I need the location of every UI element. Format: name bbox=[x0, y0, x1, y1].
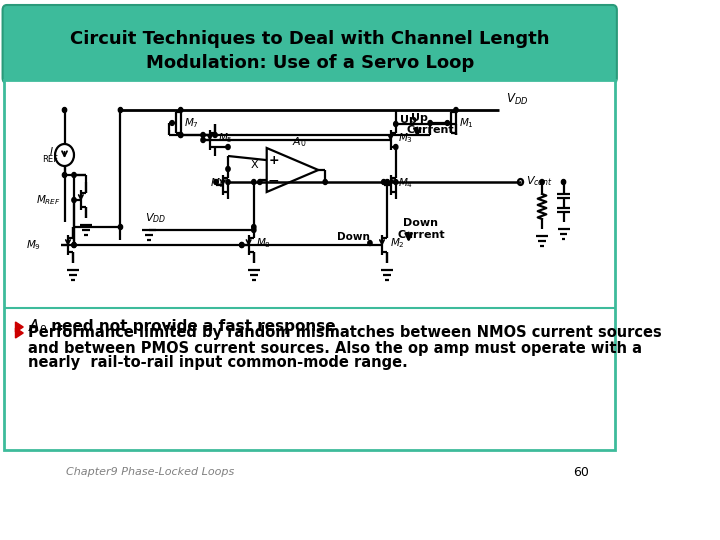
Text: $A_0$: $A_0$ bbox=[27, 318, 47, 336]
Circle shape bbox=[179, 132, 183, 138]
Circle shape bbox=[382, 179, 386, 185]
Circle shape bbox=[226, 166, 230, 172]
Text: need not provide a fast response: need not provide a fast response bbox=[45, 320, 336, 334]
Text: $M_8$: $M_8$ bbox=[256, 236, 271, 250]
Text: $M_4$: $M_4$ bbox=[398, 176, 413, 190]
Text: and between PMOS current sources. Also the op amp must operate with a: and between PMOS current sources. Also t… bbox=[27, 341, 642, 355]
Circle shape bbox=[55, 144, 74, 166]
Circle shape bbox=[226, 179, 230, 185]
Text: $V_{cont}$: $V_{cont}$ bbox=[526, 174, 552, 188]
Circle shape bbox=[72, 242, 76, 247]
Circle shape bbox=[252, 227, 256, 233]
Circle shape bbox=[63, 172, 67, 178]
Circle shape bbox=[226, 145, 230, 150]
Circle shape bbox=[201, 132, 205, 138]
Circle shape bbox=[446, 121, 449, 125]
Text: $M_1$: $M_1$ bbox=[459, 116, 474, 130]
Circle shape bbox=[394, 145, 398, 150]
Circle shape bbox=[252, 179, 256, 185]
FancyBboxPatch shape bbox=[3, 5, 617, 83]
Circle shape bbox=[394, 179, 398, 185]
Circle shape bbox=[252, 225, 256, 230]
Text: Up: Up bbox=[400, 115, 418, 125]
Text: Down: Down bbox=[337, 232, 370, 242]
Text: 60: 60 bbox=[573, 465, 589, 478]
Text: $V_{DD}$: $V_{DD}$ bbox=[145, 211, 166, 225]
Circle shape bbox=[518, 179, 523, 185]
Circle shape bbox=[540, 179, 544, 185]
Text: Circuit Techniques to Deal with Channel Length: Circuit Techniques to Deal with Channel … bbox=[70, 30, 549, 48]
Circle shape bbox=[72, 242, 76, 247]
Polygon shape bbox=[16, 328, 23, 338]
Polygon shape bbox=[266, 148, 318, 192]
Circle shape bbox=[240, 242, 244, 247]
Polygon shape bbox=[16, 322, 23, 332]
Circle shape bbox=[63, 107, 67, 112]
Circle shape bbox=[454, 107, 458, 112]
Circle shape bbox=[118, 225, 122, 230]
Circle shape bbox=[214, 179, 218, 185]
Text: REF: REF bbox=[42, 154, 58, 164]
Text: −: − bbox=[268, 173, 279, 187]
Circle shape bbox=[385, 179, 390, 185]
Text: $M_6$: $M_6$ bbox=[210, 176, 225, 190]
Circle shape bbox=[201, 138, 205, 143]
Text: nearly  rail-to-rail input common-mode range.: nearly rail-to-rail input common-mode ra… bbox=[27, 355, 408, 370]
Text: $M_2$: $M_2$ bbox=[390, 236, 405, 250]
Circle shape bbox=[72, 198, 76, 202]
Circle shape bbox=[394, 122, 398, 126]
Text: $A_0$: $A_0$ bbox=[292, 135, 307, 149]
Circle shape bbox=[179, 107, 183, 112]
Circle shape bbox=[368, 240, 372, 246]
Circle shape bbox=[171, 121, 174, 125]
Text: Current: Current bbox=[397, 230, 445, 240]
Text: $I$: $I$ bbox=[48, 145, 53, 157]
Text: Current: Current bbox=[406, 125, 454, 135]
Circle shape bbox=[118, 107, 122, 112]
Circle shape bbox=[240, 242, 244, 247]
Circle shape bbox=[213, 132, 217, 138]
Text: +: + bbox=[269, 153, 279, 167]
Circle shape bbox=[562, 179, 566, 185]
Text: Up: Up bbox=[411, 113, 428, 123]
Text: $V_{DD}$: $V_{DD}$ bbox=[506, 92, 528, 107]
Text: $M_7$: $M_7$ bbox=[184, 116, 199, 130]
Text: Performance limited by random mismatches between NMOS current sources: Performance limited by random mismatches… bbox=[27, 326, 661, 341]
Text: Down: Down bbox=[402, 218, 438, 228]
Circle shape bbox=[72, 172, 76, 178]
Circle shape bbox=[428, 120, 432, 125]
Circle shape bbox=[258, 179, 262, 185]
Bar bbox=[4, 80, 615, 450]
Text: X: X bbox=[251, 160, 258, 170]
Text: $M_{REF}$: $M_{REF}$ bbox=[36, 193, 61, 207]
Text: Modulation: Use of a Servo Loop: Modulation: Use of a Servo Loop bbox=[145, 54, 474, 72]
Text: $M_3$: $M_3$ bbox=[398, 131, 413, 145]
Circle shape bbox=[179, 132, 183, 138]
Circle shape bbox=[323, 179, 328, 185]
Text: $M_5$: $M_5$ bbox=[217, 131, 233, 145]
Text: $M_9$: $M_9$ bbox=[26, 238, 41, 252]
Text: Chapter9 Phase-Locked Loops: Chapter9 Phase-Locked Loops bbox=[66, 467, 235, 477]
